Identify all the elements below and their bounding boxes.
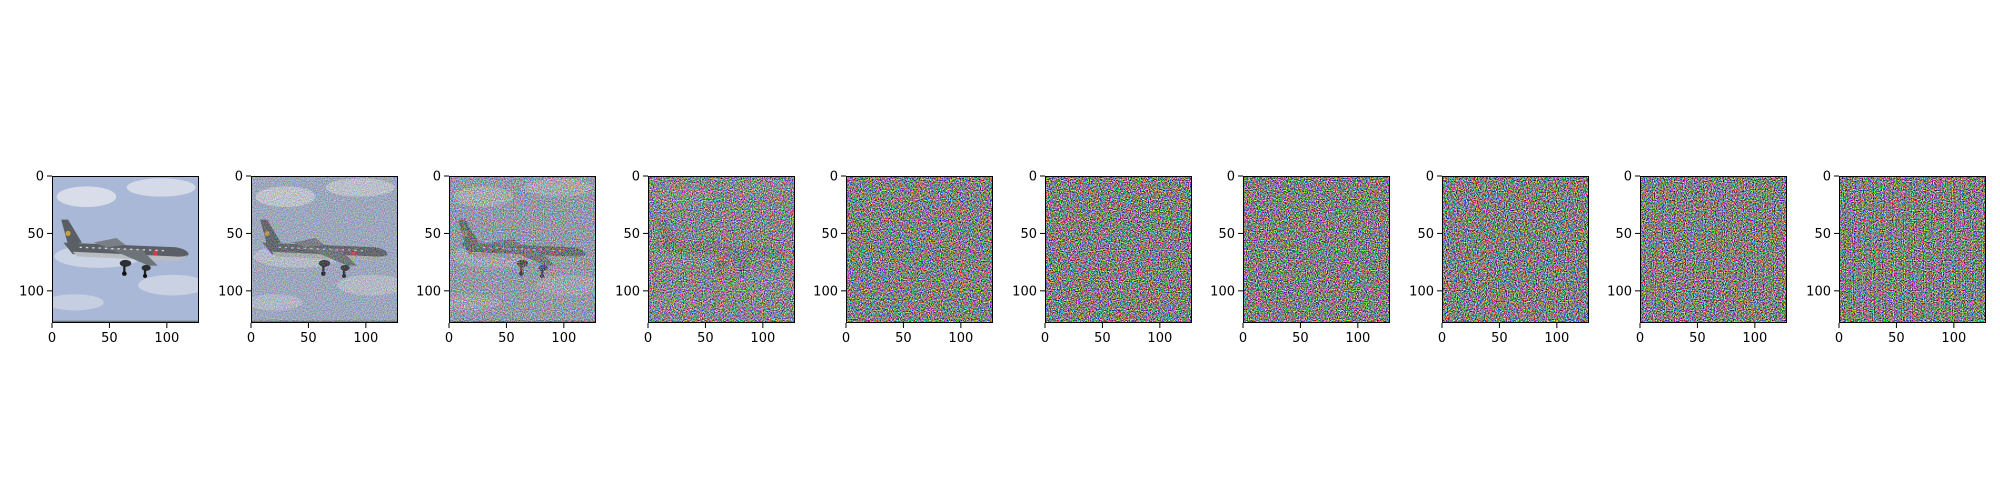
panel-image [846,176,993,323]
y-tick-label: 0 [1426,170,1434,185]
panel-step-9: 0 50 100 0 50 100 [1806,170,1986,346]
y-tick-label: 0 [235,170,243,185]
x-tick-label: 50 [101,331,118,346]
y-tick-label: 100 [416,284,441,299]
y-tick-label: 100 [813,284,838,299]
y-tick-label: 50 [1020,227,1037,242]
y-tick-label: 0 [1029,170,1037,185]
x-tick-label: 100 [1544,331,1569,346]
axes-frame [1243,176,1390,323]
x-tick-label: 100 [1742,331,1767,346]
y-tick-label: 100 [218,284,243,299]
axes-frame [1640,176,1787,323]
y-tick-label: 100 [1210,284,1235,299]
y-tick-label: 0 [1227,170,1235,185]
panel-image [648,176,795,323]
y-tick-label: 50 [821,227,838,242]
x-tick-label: 50 [300,331,317,346]
y-tick-label: 50 [27,227,44,242]
x-tick-label: 50 [1094,331,1111,346]
y-tick-label: 0 [830,170,838,185]
y-tick-label: 50 [424,227,441,242]
y-tick-label: 0 [36,170,44,185]
x-tick-label: 0 [48,331,56,346]
panel-image [449,176,596,323]
x-tick-label: 50 [1888,331,1905,346]
x-tick-label: 50 [697,331,714,346]
axes-frame [846,176,993,323]
axes-frame [52,176,199,323]
x-tick-label: 100 [353,331,378,346]
axes-frame [1442,176,1589,323]
panel-image [52,176,199,323]
x-tick-label: 50 [1491,331,1508,346]
panel-step-7: 0 50 100 0 50 100 [1409,170,1589,346]
x-tick-label: 0 [842,331,850,346]
x-tick-label: 0 [644,331,652,346]
x-tick-label: 100 [1345,331,1370,346]
y-tick-label: 100 [1012,284,1037,299]
x-tick-label: 100 [1941,331,1966,346]
panel-image [251,176,398,323]
y-tick-label: 100 [1409,284,1434,299]
x-tick-label: 50 [895,331,912,346]
panel-step-1: 0 50 100 0 50 100 [218,170,398,346]
axes-frame [1839,176,1986,323]
x-tick-label: 50 [1292,331,1309,346]
x-tick-label: 0 [1438,331,1446,346]
panel-image [1045,176,1192,323]
x-tick-label: 100 [750,331,775,346]
y-tick-label: 0 [433,170,441,185]
panel-step-8: 0 50 100 0 50 100 [1607,170,1787,346]
x-tick-label: 100 [551,331,576,346]
panel-step-6: 0 50 100 0 50 100 [1210,170,1390,346]
y-tick-label: 100 [1607,284,1632,299]
y-tick-label: 100 [615,284,640,299]
y-tick-label: 0 [632,170,640,185]
panel-step-2: 0 50 100 0 50 100 [416,170,596,346]
y-tick-label: 50 [1615,227,1632,242]
y-tick-label: 50 [1417,227,1434,242]
panel-image [1442,176,1589,323]
x-tick-label: 0 [445,331,453,346]
x-tick-label: 50 [498,331,515,346]
x-tick-label: 0 [1239,331,1247,346]
panel-image [1640,176,1787,323]
y-tick-label: 0 [1624,170,1632,185]
axes-frame [449,176,596,323]
x-tick-label: 100 [948,331,973,346]
y-tick-label: 50 [1814,227,1831,242]
x-tick-label: 0 [247,331,255,346]
x-tick-label: 0 [1835,331,1843,346]
x-tick-label: 0 [1041,331,1049,346]
panel-image [1243,176,1390,323]
x-tick-label: 0 [1636,331,1644,346]
y-tick-label: 50 [226,227,243,242]
panel-step-4: 0 50 100 0 50 100 [813,170,993,346]
panel-original: 0 50 100 0 50 100 [19,170,199,346]
panel-image [1839,176,1986,323]
x-tick-label: 100 [154,331,179,346]
panel-step-3: 0 50 100 0 50 100 [615,170,795,346]
y-tick-label: 50 [623,227,640,242]
y-tick-label: 100 [1806,284,1831,299]
y-tick-label: 100 [19,284,44,299]
axes-frame [1045,176,1192,323]
panel-step-5: 0 50 100 0 50 100 [1012,170,1192,346]
x-tick-label: 100 [1147,331,1172,346]
x-tick-label: 50 [1689,331,1706,346]
panels-group: 0 50 100 0 50 100 0 50 100 0 50 100 0 50 100 0 50 100 0 50 1… [19,170,1986,346]
axes-frame [251,176,398,323]
y-tick-label: 0 [1823,170,1831,185]
y-tick-label: 50 [1218,227,1235,242]
axes-frame [648,176,795,323]
